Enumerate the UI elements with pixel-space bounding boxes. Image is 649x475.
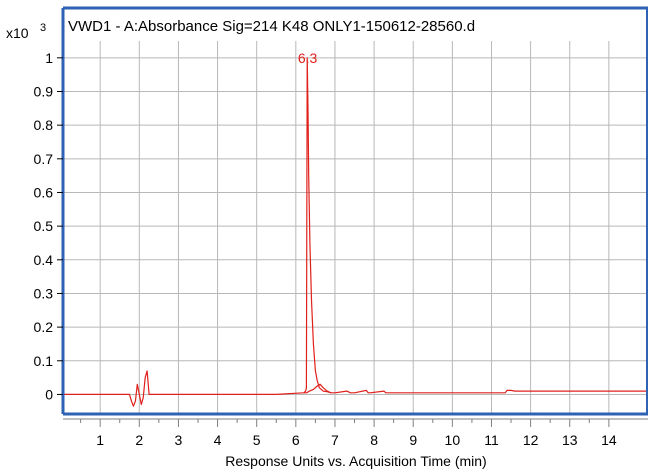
x-axis-ticks: 1 2 3 4 5 6 7 8 9 10 11 12 13 14 [63, 418, 648, 448]
gridlines [63, 41, 648, 414]
y-tick-label: 1 [45, 50, 53, 66]
x-tick-label: 7 [331, 432, 339, 448]
y-tick-label: 0.8 [34, 117, 54, 133]
y-tick-label: 0.7 [34, 151, 54, 167]
peak-label: 6.3 [298, 50, 318, 66]
y-tick-label: 0.4 [34, 252, 54, 268]
x-tick-label: 14 [601, 432, 617, 448]
series-line [303, 383, 332, 394]
x-tick-label: 5 [253, 432, 261, 448]
x-tick-label: 4 [214, 432, 222, 448]
x-axis-label: Response Units vs. Acquisition Time (min… [225, 453, 486, 469]
y-tick-label: 0.2 [34, 319, 54, 335]
x-tick-label: 11 [484, 432, 499, 448]
x-tick-label: 9 [409, 432, 417, 448]
y-tick-label: 0.6 [34, 184, 54, 200]
y-tick-label: 0.3 [34, 285, 54, 301]
x-tick-label: 10 [445, 432, 461, 448]
y-multiplier-exponent: 3 [40, 22, 46, 34]
series-line [63, 57, 648, 407]
y-tick-label: 0.5 [34, 218, 54, 234]
x-tick-label: 8 [370, 432, 378, 448]
x-tick-label: 2 [135, 432, 143, 448]
x-tick-label: 1 [96, 432, 104, 448]
x-tick-label: 6 [292, 432, 300, 448]
x-tick-label: 13 [562, 432, 578, 448]
x-tick-label: 12 [523, 432, 539, 448]
plot-frame [61, 6, 648, 416]
y-tick-label: 0 [45, 386, 53, 402]
x-tick-label: 3 [175, 432, 183, 448]
trace-layer [63, 57, 648, 407]
y-multiplier-label: x10 [6, 25, 29, 41]
y-tick-label: 0.9 [34, 83, 54, 99]
y-tick-label: 0.1 [34, 353, 54, 369]
chart-title: VWD1 - A:Absorbance Sig=214 K48 ONLY1-15… [68, 18, 475, 35]
y-axis-ticks: 0 0.1 0.2 0.3 0.4 0.5 0.6 0.7 0.8 0.9 1 [34, 50, 63, 402]
